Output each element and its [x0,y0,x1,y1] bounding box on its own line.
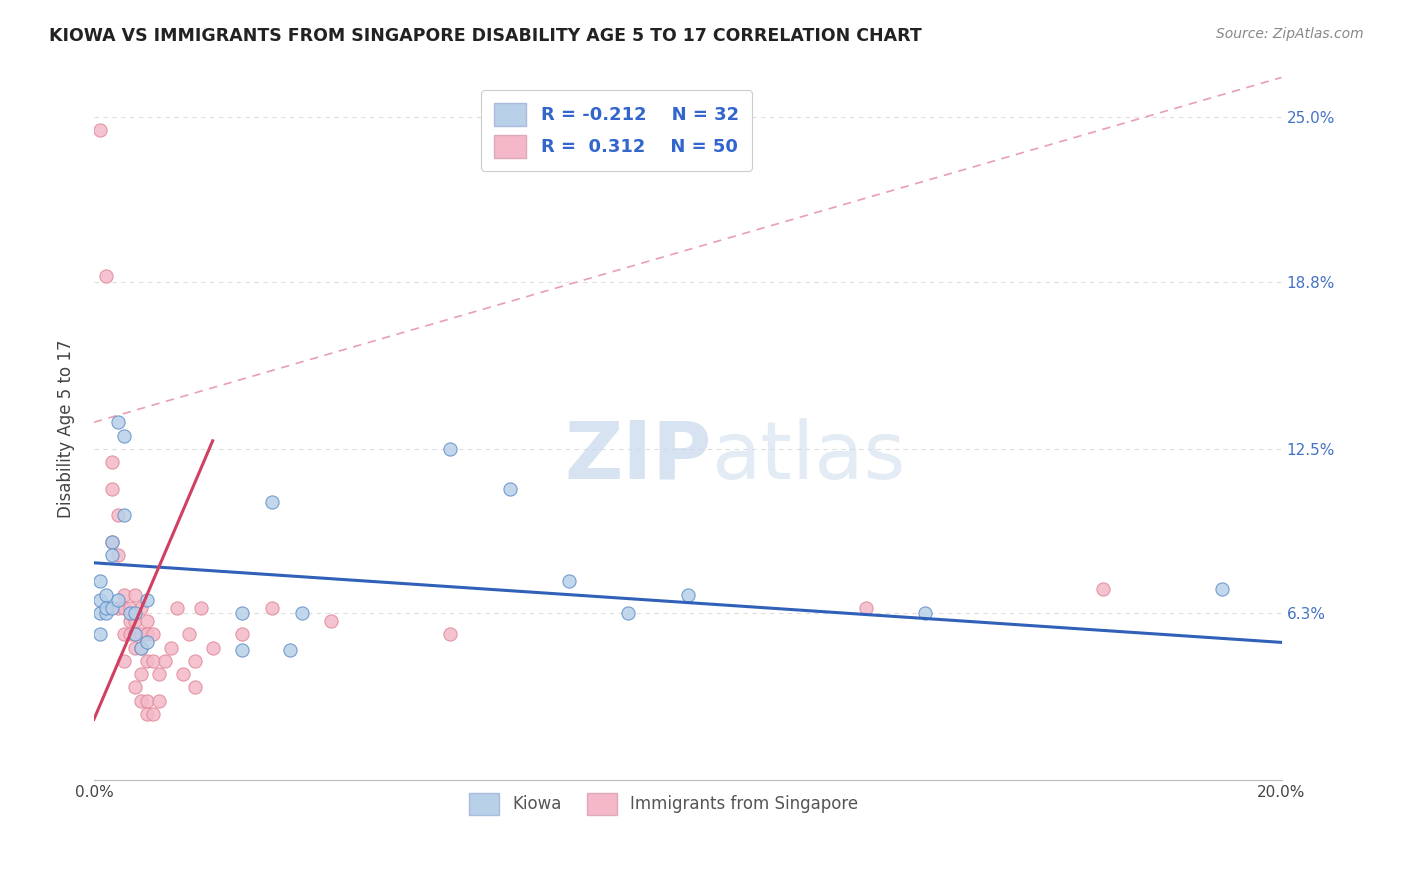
Point [291,606,314,620]
Point [107,415,129,429]
Point [131,694,153,708]
Point [89,123,111,137]
Point [94,606,117,620]
Point [1211,582,1233,597]
Point [231,627,253,641]
Point [124,627,146,641]
Point [124,614,146,628]
Point [131,640,153,655]
Point [100,534,122,549]
Point [136,694,159,708]
Point [124,681,146,695]
Point [100,534,122,549]
Point [153,654,176,668]
Point [278,643,301,657]
Point [136,635,159,649]
Point [142,627,165,641]
Point [558,574,581,589]
Point [118,606,141,620]
Point [112,601,135,615]
Point [914,606,936,620]
Point [94,588,117,602]
Point [89,606,111,620]
Point [89,593,111,607]
Point [142,706,165,721]
Point [1092,582,1115,597]
Point [166,601,188,615]
Point [439,442,461,456]
Point [100,482,122,496]
Point [190,601,212,615]
Point [100,548,122,562]
Text: ZIP: ZIP [564,418,711,496]
Point [136,706,159,721]
Point [124,640,146,655]
Legend: Kiowa, Immigrants from Singapore: Kiowa, Immigrants from Singapore [460,783,869,825]
Point [107,601,129,615]
Point [148,667,170,681]
Point [136,614,159,628]
Point [100,455,122,469]
Point [112,508,135,522]
Point [94,601,117,615]
Point [231,643,253,657]
Text: atlas: atlas [711,418,905,496]
Point [112,654,135,668]
Point [136,654,159,668]
Point [262,495,284,509]
Point [439,627,461,641]
Point [124,588,146,602]
Point [321,614,343,628]
Point [107,508,129,522]
Point [142,654,165,668]
Point [94,269,117,284]
Point [498,482,520,496]
Point [262,601,284,615]
Point [136,627,159,641]
Point [112,428,135,442]
Point [676,588,699,602]
Point [160,640,183,655]
Point [231,606,253,620]
Y-axis label: Disability Age 5 to 17: Disability Age 5 to 17 [58,340,75,518]
Point [131,601,153,615]
Point [172,667,194,681]
Point [107,548,129,562]
Text: Source: ZipAtlas.com: Source: ZipAtlas.com [1216,27,1364,41]
Point [89,627,111,641]
Point [855,601,877,615]
Point [124,606,146,620]
Point [617,606,640,620]
Point [184,654,207,668]
Point [148,694,170,708]
Point [136,593,159,607]
Text: KIOWA VS IMMIGRANTS FROM SINGAPORE DISABILITY AGE 5 TO 17 CORRELATION CHART: KIOWA VS IMMIGRANTS FROM SINGAPORE DISAB… [49,27,922,45]
Point [131,640,153,655]
Point [177,627,200,641]
Point [89,574,111,589]
Point [118,627,141,641]
Point [112,588,135,602]
Point [131,627,153,641]
Point [112,627,135,641]
Point [107,593,129,607]
Point [118,601,141,615]
Point [118,614,141,628]
Point [184,681,207,695]
Point [131,667,153,681]
Point [124,627,146,641]
Point [100,601,122,615]
Point [201,640,224,655]
